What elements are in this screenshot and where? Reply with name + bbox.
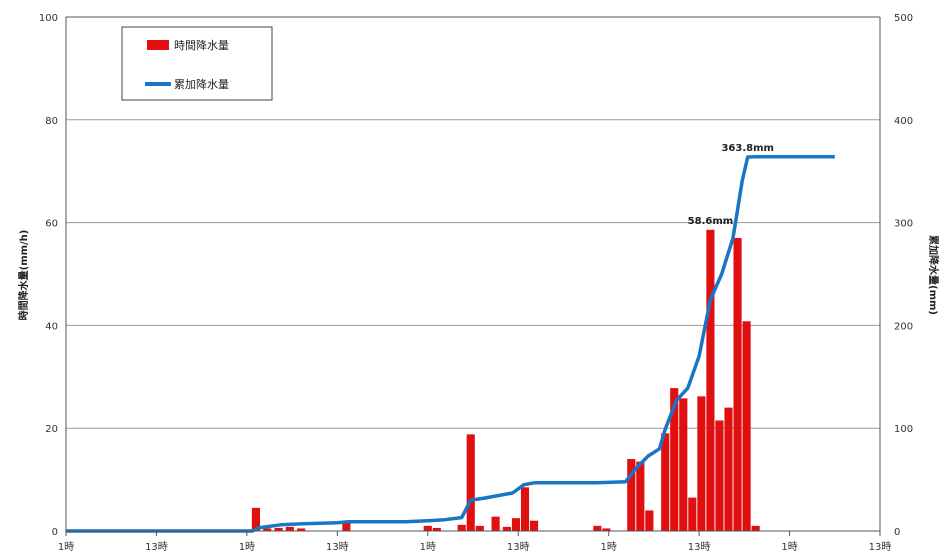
legend: 時間降水量 累加降水量 (121, 26, 273, 101)
value-annotation: 58.6mm (688, 216, 734, 227)
hourly-bar (520, 487, 530, 531)
hourly-bar (697, 396, 706, 531)
hourly-bar (645, 510, 654, 531)
hourly-bar (742, 321, 751, 531)
hourly-bar (670, 388, 679, 531)
cumulative-line (66, 155, 835, 533)
hourly-bar (274, 527, 283, 531)
y-right-tick-label: 400 (894, 116, 913, 127)
y-left-tick-label: 40 (45, 321, 58, 332)
x-tick-label: 13時 (507, 541, 530, 553)
cumulative-line-layer (66, 155, 835, 533)
hourly-bar (491, 516, 500, 531)
y-left-tick-label: 100 (39, 13, 58, 24)
legend-box (121, 26, 273, 101)
hourly-bar (636, 461, 645, 531)
value-annotation: 363.8mm (721, 143, 773, 154)
x-tick-label: 1時 (600, 541, 616, 553)
x-tick-label: 1時 (58, 541, 74, 553)
tick-labels: 0 20 40 60 80 100 0 100 200 300 400 500 1時 13時 1時 13時 1時… (39, 13, 913, 553)
x-tick-label: 13時 (145, 541, 168, 553)
x-tick-label: 1時 (781, 541, 797, 553)
x-tick-label: 1時 (420, 541, 436, 553)
hourly-bar (511, 518, 521, 531)
y-right-tick-label: 500 (894, 13, 913, 24)
hourly-bar (432, 527, 441, 531)
hourly-bar (751, 525, 760, 531)
hourly-bar (593, 525, 602, 531)
hourly-bar (715, 420, 724, 531)
annotations: 58.6mm 363.8mm (688, 143, 774, 227)
y-left-tick-label: 20 (45, 424, 58, 435)
hourly-bar (627, 459, 636, 531)
hourly-bar (423, 525, 432, 531)
x-tick-label: 13時 (688, 541, 711, 553)
y-left-axis-title: 時間降水量(mm/h) (17, 230, 30, 321)
y-right-axis-title: 累加降水量(mm) (927, 235, 940, 315)
hourly-bar (466, 434, 475, 531)
hourly-bar (706, 229, 715, 531)
axes (65, 16, 881, 536)
legend-label-hourly: 時間降水量 (174, 38, 229, 52)
legend-swatch-bar (147, 40, 169, 50)
hourly-bar (679, 398, 688, 531)
x-tick-label: 13時 (869, 541, 892, 553)
hourly-bar (297, 528, 306, 531)
hourly-bar (457, 524, 466, 531)
hourly-bar (475, 525, 484, 531)
legend-label-cumulative: 累加降水量 (174, 77, 229, 91)
hourly-bars (251, 229, 760, 531)
y-right-tick-label: 100 (894, 424, 913, 435)
hourly-bar (661, 433, 670, 531)
y-left-tick-label: 0 (52, 527, 58, 538)
y-left-tick-label: 60 (45, 219, 58, 230)
hourly-bar (602, 528, 611, 531)
hourly-bar (529, 520, 539, 531)
y-right-tick-label: 300 (894, 219, 913, 230)
x-tick-label: 1時 (239, 541, 255, 553)
y-left-tick-label: 80 (45, 116, 58, 127)
hourly-bar (251, 507, 261, 531)
hourly-bar (733, 238, 742, 531)
hourly-bar (502, 526, 511, 531)
hourly-bar (342, 523, 351, 531)
hourly-bar (724, 407, 733, 531)
x-tick-label: 13時 (326, 541, 349, 553)
y-right-tick-label: 0 (894, 527, 900, 538)
hourly-bar (688, 497, 697, 531)
hourly-bar (285, 526, 294, 531)
hourly-bar (263, 528, 272, 531)
y-right-tick-label: 200 (894, 321, 913, 332)
